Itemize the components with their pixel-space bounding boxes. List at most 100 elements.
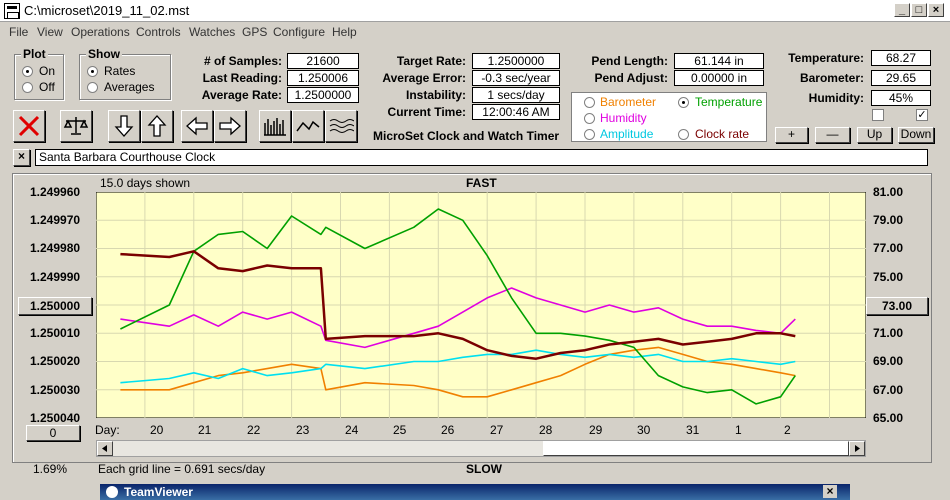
menu-view[interactable]: View xyxy=(37,25,63,39)
barometer-label: Barometer: xyxy=(799,71,864,85)
days-shown-label: 15.0 days shown xyxy=(100,176,191,190)
samples-value: 21600 xyxy=(287,53,359,69)
right-tick-5: 71.00 xyxy=(873,326,904,340)
stop-button[interactable] xyxy=(13,110,45,142)
line-graph-button[interactable] xyxy=(292,110,324,142)
right-tick-7: 67.00 xyxy=(873,383,904,397)
humidity-radio[interactable] xyxy=(584,113,595,124)
teamviewer-window-bar[interactable]: TeamViewer × xyxy=(100,484,850,500)
day-tick: 30 xyxy=(637,423,651,437)
day-tick: 31 xyxy=(686,423,700,437)
pend-adjust-value[interactable]: 0.00000 in xyxy=(674,70,764,86)
arrow-down-icon xyxy=(114,115,134,137)
temperature-option: Temperature xyxy=(695,95,763,109)
current-time-value: 12:00:46 AM xyxy=(472,104,560,120)
right-value-button[interactable]: 73.00 xyxy=(866,297,928,315)
left-value-button[interactable]: 1.250000 xyxy=(18,297,92,315)
pend-length-value[interactable]: 61.144 in xyxy=(674,53,764,69)
temperature-value: 68.27 xyxy=(871,50,931,66)
stop-x-icon xyxy=(18,115,40,137)
menu-gps[interactable]: GPS xyxy=(242,25,268,39)
maximize-button[interactable]: □ xyxy=(911,3,927,17)
target-rate-label: Target Rate: xyxy=(396,54,466,68)
plot-on-radio[interactable] xyxy=(22,66,33,77)
plot-off-label: Off xyxy=(39,80,55,94)
menu-operations[interactable]: Operations xyxy=(71,25,130,39)
amplitude-radio[interactable] xyxy=(584,129,595,140)
average-rate-value: 1.2500000 xyxy=(287,87,359,103)
averages-label: Averages xyxy=(104,80,155,94)
scale-down-button[interactable]: Down xyxy=(898,127,934,143)
left-tick-7: 1.250030 xyxy=(30,383,81,397)
day-tick: 20 xyxy=(150,423,164,437)
day-tick: 1 xyxy=(735,423,742,437)
day-tick: 29 xyxy=(589,423,603,437)
series-line-amplitude xyxy=(120,349,796,384)
last-reading-value: 1.250006 xyxy=(287,70,359,86)
plot-area[interactable] xyxy=(96,192,866,418)
scale-minus-button[interactable]: — xyxy=(815,127,850,143)
pend-length-label: Pend Length: xyxy=(591,54,668,68)
plot-group-title: Plot xyxy=(21,47,48,61)
day-tick: 27 xyxy=(490,423,504,437)
plot-off-radio[interactable] xyxy=(22,82,33,93)
clock-rate-option: Clock rate xyxy=(695,127,750,141)
series-line-humidity xyxy=(120,287,796,349)
scroll-right-arrow[interactable] xyxy=(849,441,865,456)
rate-down-button[interactable] xyxy=(108,110,140,142)
scroll-left-button[interactable] xyxy=(181,110,213,142)
current-time-label: Current Time: xyxy=(387,105,466,119)
plot-group: Plot On Off xyxy=(14,47,64,100)
rate-up-button[interactable] xyxy=(141,110,173,142)
menu-file[interactable]: File xyxy=(9,25,29,39)
line-graph-icon xyxy=(296,120,320,132)
menu-controls[interactable]: Controls xyxy=(136,25,181,39)
barometer-radio[interactable] xyxy=(584,97,595,108)
average-rate-label: Average Rate: xyxy=(201,88,282,102)
samples-label: # of Samples: xyxy=(203,54,282,68)
day-tick: 26 xyxy=(441,423,455,437)
clock-name-input[interactable]: Santa Barbara Courthouse Clock xyxy=(35,149,928,166)
arrow-up-icon xyxy=(147,115,167,137)
rates-radio[interactable] xyxy=(87,66,98,77)
left-tick-8: 1.250040 xyxy=(30,411,81,425)
left-tick-0: 1.249960 xyxy=(30,185,81,199)
scroll-left-arrow[interactable] xyxy=(97,441,113,456)
close-button[interactable]: × xyxy=(928,3,944,17)
scale-up-button[interactable]: Up xyxy=(857,127,892,143)
average-error-label: Average Error: xyxy=(382,71,466,85)
minimize-button[interactable]: _ xyxy=(894,3,910,17)
day-tick: 21 xyxy=(198,423,212,437)
barometer-option: Barometer xyxy=(600,95,657,109)
clock-rate-radio[interactable] xyxy=(678,129,689,140)
bar-graph-button[interactable] xyxy=(259,110,291,142)
scroll-thumb[interactable] xyxy=(543,441,849,456)
time-scrollbar[interactable] xyxy=(96,440,866,457)
sensor-checkbox-1[interactable] xyxy=(872,109,884,121)
percent-label: 1.69% xyxy=(33,462,68,476)
target-rate-value[interactable]: 1.2500000 xyxy=(472,53,560,69)
temperature-radio[interactable] xyxy=(678,97,689,108)
wave-graph-icon xyxy=(329,119,354,133)
bar-graph-icon xyxy=(264,118,286,136)
scroll-right-button[interactable] xyxy=(214,110,246,142)
menu-configure[interactable]: Configure xyxy=(273,25,326,39)
teamviewer-close-button[interactable]: × xyxy=(823,485,837,498)
sensor-checkbox-2[interactable]: ✓ xyxy=(916,109,928,121)
menu-help[interactable]: Help xyxy=(332,25,357,39)
scale-plus-button[interactable]: + xyxy=(775,127,808,143)
zero-button[interactable]: 0 xyxy=(26,425,80,441)
clear-name-button[interactable]: × xyxy=(13,149,30,166)
menu-watches[interactable]: Watches xyxy=(189,25,236,39)
right-tick-6: 69.00 xyxy=(873,354,904,368)
right-tick-3: 75.00 xyxy=(873,270,904,284)
app-icon[interactable] xyxy=(4,3,20,19)
slow-label: SLOW xyxy=(466,462,502,476)
day-tick: 2 xyxy=(784,423,791,437)
left-tick-5: 1.250010 xyxy=(30,326,81,340)
balance-button[interactable] xyxy=(60,110,92,142)
series-line-temperature xyxy=(120,208,796,405)
fast-label: FAST xyxy=(466,176,497,190)
wave-graph-button[interactable] xyxy=(325,110,357,142)
averages-radio[interactable] xyxy=(87,82,98,93)
